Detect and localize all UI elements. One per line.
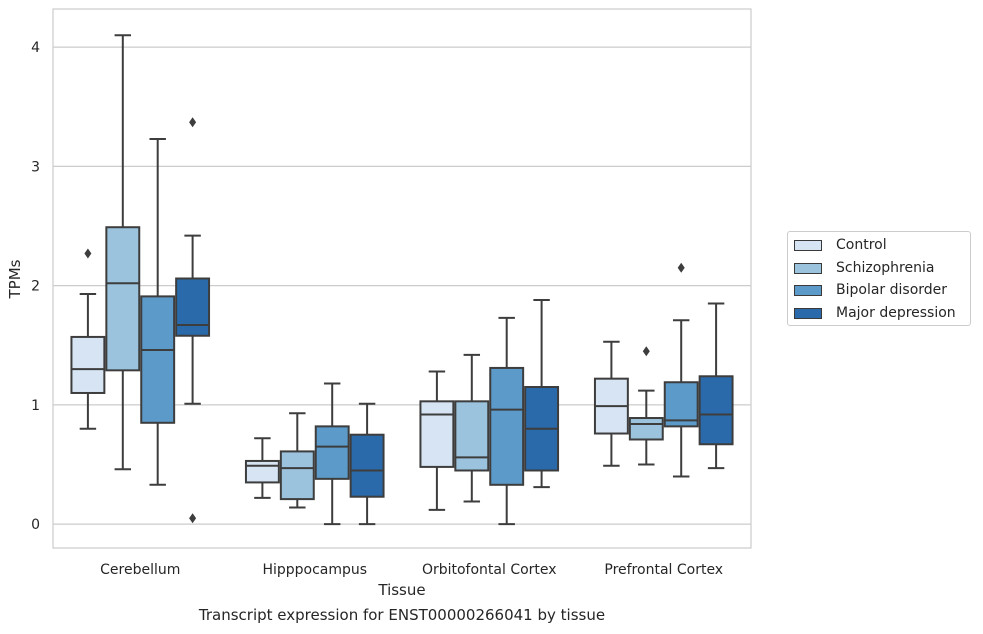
legend-item-major-depression: Major depression (794, 304, 956, 322)
outlier-point (84, 248, 92, 259)
box-bipolar-disorder-prefrontal-cortex (663, 262, 699, 478)
legend-label-bipolar-disorder: Bipolar disorder (836, 282, 948, 298)
box-control-cerebellum (70, 248, 106, 430)
box-body (175, 277, 211, 337)
outlier-point (642, 346, 650, 357)
outlier-point (189, 117, 197, 128)
x-tick-label-prefrontal-cortex: Prefrontal Cortex (604, 562, 723, 578)
legend-label-control: Control (836, 237, 887, 253)
box-schizophrenia-cerebellum (105, 34, 141, 471)
legend-swatch-bipolar-disorder (794, 284, 822, 296)
box-control-orbitofontal-cortex (419, 370, 455, 511)
box-schizophrenia-hipppocampus (279, 412, 315, 509)
box-body (349, 433, 385, 498)
box-body (140, 295, 176, 424)
box-bipolar-disorder-cerebellum (140, 137, 176, 486)
x-axis-label: Tissue (377, 581, 425, 599)
box-body (419, 400, 455, 468)
x-tick-label-hipppocampus: Hipppocampus (262, 562, 367, 578)
box-major-depression-orbitofontal-cortex (524, 298, 560, 489)
outlier-point (189, 513, 197, 524)
box-control-hipppocampus (244, 437, 280, 499)
y-tick-label: 3 (31, 159, 40, 175)
box-schizophrenia-orbitofontal-cortex (454, 353, 490, 503)
legend-item-bipolar-disorder: Bipolar disorder (794, 281, 947, 299)
plot-area (52, 8, 752, 549)
box-control-prefrontal-cortex (593, 340, 629, 467)
box-body (105, 226, 141, 372)
x-tick-label-cerebellum: Cerebellum (100, 562, 180, 578)
legend-label-major-depression: Major depression (836, 305, 956, 321)
box-body (698, 375, 734, 446)
box-body (314, 425, 350, 480)
y-axis-label: TPMs (6, 259, 24, 299)
box-body (279, 450, 315, 501)
box-major-depression-cerebellum (175, 117, 211, 524)
y-tick-label: 0 (31, 517, 40, 533)
x-tick-label-orbitofontal-cortex: Orbitofontal Cortex (422, 562, 557, 578)
box-major-depression-hipppocampus (349, 402, 385, 526)
x-tick-labels: Cerebellum Hipppocampus Orbitofontal Corte… (100, 562, 723, 578)
box-body (244, 459, 280, 484)
box-series (70, 34, 734, 526)
box-bipolar-disorder-hipppocampus (314, 382, 350, 526)
box-body (454, 400, 490, 472)
box-body (70, 335, 106, 394)
y-tick-label: 1 (31, 398, 40, 414)
legend: Control Schizophrenia Bipolar disorder M… (787, 231, 971, 326)
outlier-point (677, 262, 685, 273)
box-body (663, 381, 699, 428)
chart-caption: Transcript expression for ENST0000026604… (198, 606, 606, 624)
legend-swatch-control (794, 239, 822, 251)
box-bipolar-disorder-orbitofontal-cortex (489, 316, 525, 526)
box-body (628, 417, 664, 441)
legend-swatch-schizophrenia (794, 262, 822, 274)
legend-swatch-major-depression (794, 307, 822, 319)
y-tick-labels: 0 1 2 3 4 (31, 40, 40, 533)
y-tick-label: 2 (31, 279, 40, 295)
box-body (489, 366, 525, 486)
box-major-depression-prefrontal-cortex (698, 302, 734, 470)
y-tick-label: 4 (31, 40, 40, 56)
legend-item-control: Control (794, 236, 887, 254)
legend-item-schizophrenia: Schizophrenia (794, 259, 934, 277)
legend-label-schizophrenia: Schizophrenia (836, 260, 935, 276)
box-schizophrenia-prefrontal-cortex (628, 346, 664, 466)
